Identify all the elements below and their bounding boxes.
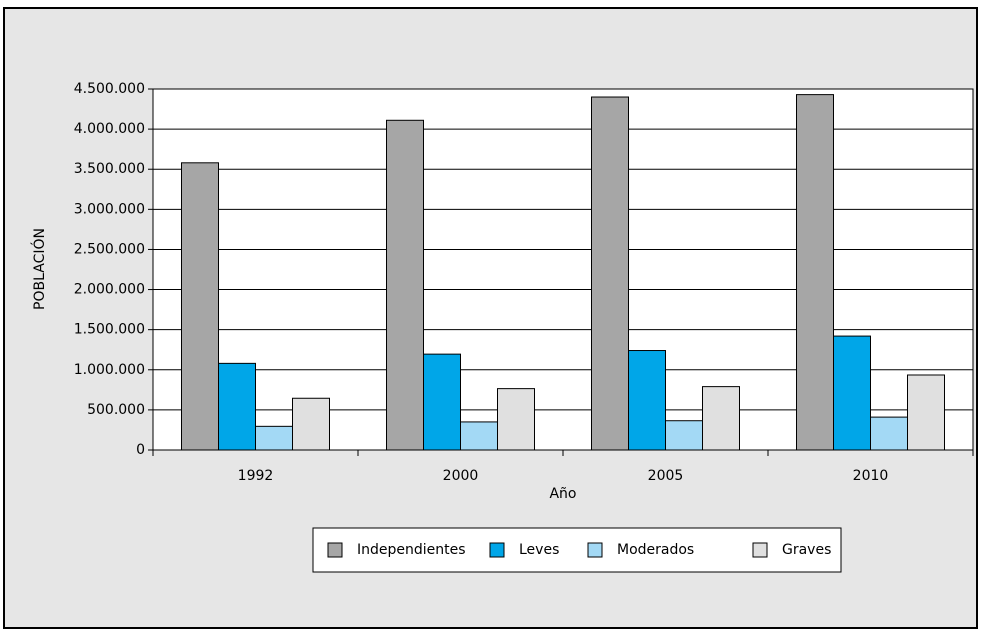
bars <box>181 94 945 451</box>
x-tick-labels: 1992 2000 2005 2010 <box>238 468 889 484</box>
legend-swatch-independientes <box>327 542 343 558</box>
bar-leves-2010 <box>833 335 871 451</box>
bar-independientes-1992 <box>181 162 219 451</box>
axes <box>148 88 974 456</box>
legend-label-leves: Leves <box>519 542 559 558</box>
legend-swatch-graves <box>752 542 768 558</box>
legend-swatch-moderados <box>587 542 603 558</box>
x-tick-label: 2000 <box>443 468 479 484</box>
chart-frame: 0 500.000 1.000.000 1.500.000 2.000.000 2.500… <box>3 7 978 629</box>
bar-graves-2005 <box>702 386 740 451</box>
legend-label-independientes: Independientes <box>357 542 466 558</box>
y-tick-label: 1.500.000 <box>74 322 145 338</box>
y-tick-label: 4.000.000 <box>74 121 145 137</box>
y-tick-labels: 0 500.000 1.000.000 1.500.000 2.000.000 2.500… <box>74 81 145 458</box>
y-tick-label: 3.000.000 <box>74 201 145 217</box>
y-tick-label: 2.000.000 <box>74 282 145 298</box>
y-tick-label: 1.000.000 <box>74 362 145 378</box>
bar-leves-1992 <box>218 362 256 451</box>
legend-label-graves: Graves <box>782 542 831 558</box>
legend-swatch-leves <box>489 542 505 558</box>
y-tick-label: 4.500.000 <box>74 81 145 97</box>
x-tick-label: 2005 <box>648 468 684 484</box>
legend-label-moderados: Moderados <box>617 542 694 558</box>
bar-graves-2000 <box>497 388 535 451</box>
x-axis-title: Año <box>549 486 576 502</box>
bar-independientes-2005 <box>591 96 629 451</box>
legend: Independientes Leves Moderados Graves <box>327 542 831 558</box>
bar-leves-2005 <box>628 350 666 451</box>
bar-moderados-2000 <box>460 421 498 451</box>
x-tick-label: 2010 <box>853 468 889 484</box>
bar-chart: 0 500.000 1.000.000 1.500.000 2.000.000 2.500… <box>30 81 974 573</box>
bar-graves-2010 <box>907 374 945 451</box>
bar-moderados-2010 <box>870 416 908 451</box>
y-tick-label: 0 <box>136 442 145 458</box>
y-axis-title: POBLACIÓN <box>30 228 48 310</box>
bar-moderados-2005 <box>665 420 703 451</box>
y-tick-label: 500.000 <box>87 402 145 418</box>
bar-moderados-1992 <box>255 425 293 451</box>
y-tick-label: 3.500.000 <box>74 161 145 177</box>
y-tick-label: 2.500.000 <box>74 241 145 257</box>
bar-independientes-2000 <box>386 119 424 451</box>
bar-leves-2000 <box>423 353 461 451</box>
x-tick-label: 1992 <box>238 468 274 484</box>
bar-independientes-2010 <box>796 94 834 451</box>
bar-graves-1992 <box>292 397 330 451</box>
